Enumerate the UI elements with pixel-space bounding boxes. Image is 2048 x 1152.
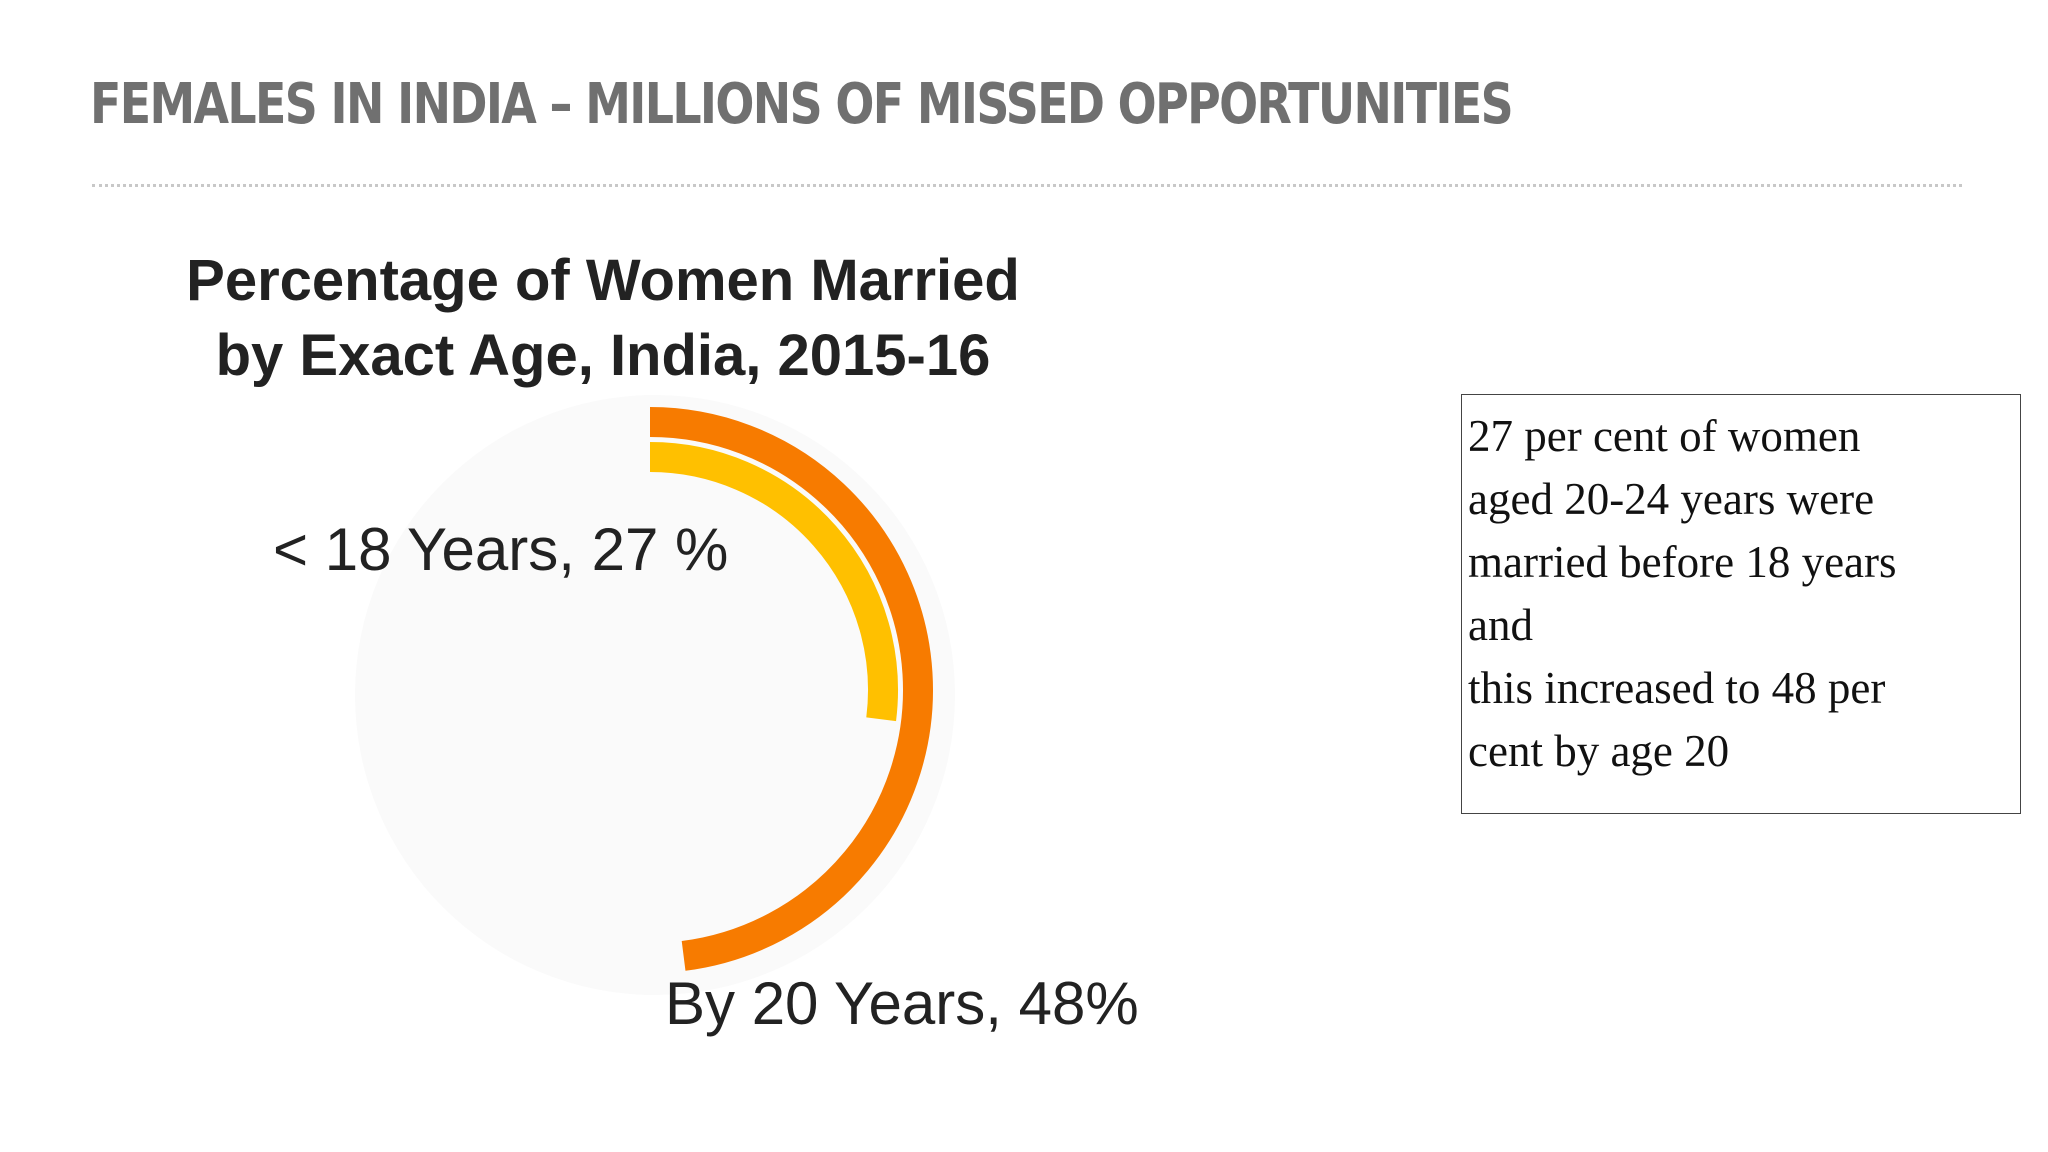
- data-label-under-18: < 18 Years, 27 %: [273, 516, 728, 583]
- chart-arcs: [649, 407, 933, 971]
- note-line: cent by age 20: [1468, 726, 1730, 776]
- data-label-by-20: By 20 Years, 48%: [665, 970, 1139, 1037]
- note-box: 27 per cent of women aged 20-24 years wer…: [1461, 394, 2021, 814]
- note-line: and: [1468, 600, 1533, 650]
- arc-under-18: [649, 442, 898, 722]
- chart-title-line-2: by Exact Age, India, 2015-16: [216, 323, 991, 388]
- note-line: 27 per cent of women: [1468, 411, 1861, 461]
- note-line: married before 18 years: [1468, 537, 1897, 587]
- chart-title-line-1: Percentage of Women Married: [186, 248, 1020, 313]
- title-divider: [92, 184, 1962, 187]
- note-line: aged 20-24 years were: [1468, 474, 1875, 524]
- slide-title: FEMALES IN INDIA – MILLIONS OF MISSED OP…: [90, 72, 1514, 137]
- note-line: this increased to 48 per: [1468, 663, 1886, 713]
- chart-background-disc: [355, 395, 955, 995]
- arc-by-20: [649, 407, 933, 971]
